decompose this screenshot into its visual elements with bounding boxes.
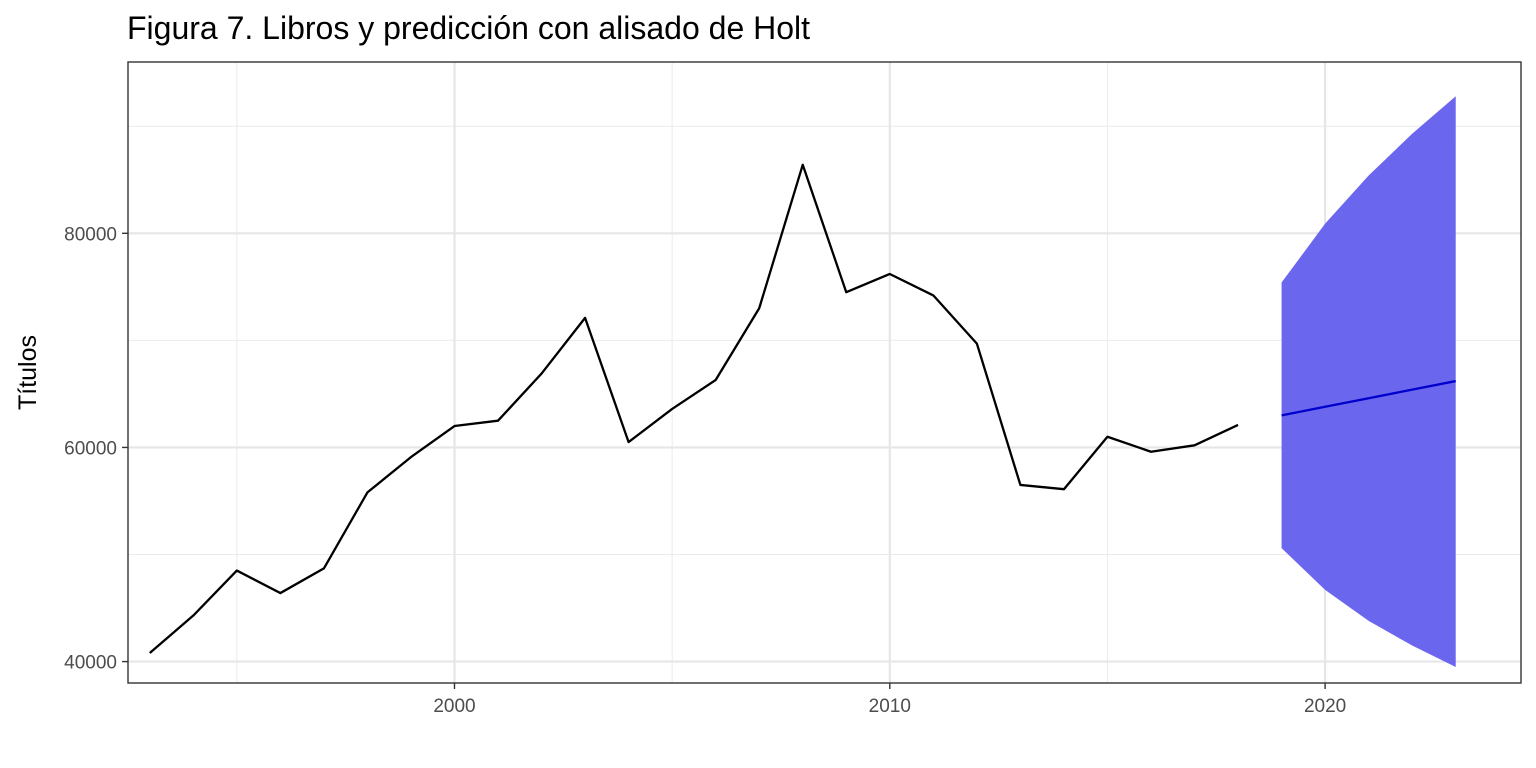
forecast-band-layer (1281, 96, 1456, 667)
x-tick-label: 2000 (433, 696, 475, 717)
series-line-layer (149, 163, 1456, 654)
x-tick-label: 2020 (1304, 696, 1346, 717)
forecast-series-line (1281, 379, 1456, 417)
y-tick-label: 80000 (64, 224, 117, 245)
y-axis-title: Títulos (14, 335, 42, 410)
y-tick-label: 60000 (64, 438, 117, 459)
observed-series-line (149, 163, 1239, 654)
chart-title: Figura 7. Libros y predicción con alisad… (127, 10, 811, 46)
x-tick-label: 2010 (869, 696, 911, 717)
major-gridlines (128, 62, 1521, 683)
plot-panel-border (127, 61, 1522, 684)
forecast-interval-band (1281, 96, 1456, 667)
y-tick-label: 40000 (64, 653, 117, 674)
axis-layer: 2000 2010 2020 40000 60000 80000 (64, 224, 1346, 717)
